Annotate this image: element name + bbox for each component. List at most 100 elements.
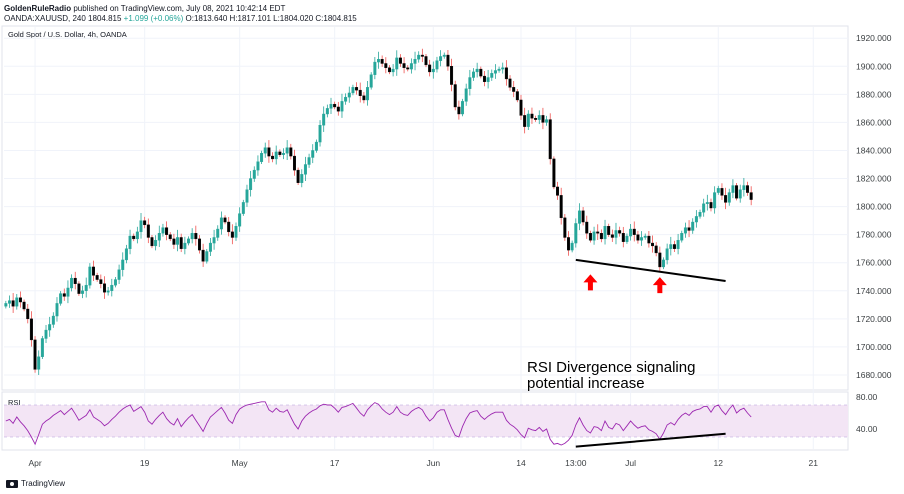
candle-up <box>497 68 501 71</box>
candle-up <box>154 240 158 247</box>
candle-up <box>318 125 322 143</box>
candle-up <box>625 235 629 242</box>
annotation-text-line2: potential increase <box>527 375 645 392</box>
candle-up <box>208 242 212 252</box>
candle-up <box>260 153 264 162</box>
candle-up <box>37 356 41 370</box>
candle-up <box>216 228 220 238</box>
candle-up <box>245 189 249 203</box>
candle-up <box>486 77 490 82</box>
candle-up <box>314 141 318 151</box>
candle-up <box>351 87 355 94</box>
candle-up <box>212 237 216 244</box>
candle-down <box>398 57 402 64</box>
candle-down <box>168 234 172 240</box>
candle-up <box>391 68 395 73</box>
rsi-band <box>4 405 848 437</box>
annotation-text-line1: RSI Divergence signaling <box>527 359 695 376</box>
price-change: +1.099 (+0.06%) <box>123 14 184 23</box>
price-tick-label: 1900.000 <box>856 61 892 71</box>
candle-up <box>249 178 253 190</box>
candle-down <box>618 230 622 234</box>
candle-up <box>329 103 333 109</box>
candle-down <box>289 147 293 157</box>
candle-up <box>311 150 315 158</box>
candle-up <box>439 56 443 61</box>
candle-up <box>662 259 665 268</box>
candle-up <box>285 147 289 154</box>
candle-down <box>77 283 81 294</box>
candle-down <box>450 66 454 85</box>
candle-up <box>340 101 344 112</box>
candles <box>4 48 753 375</box>
rsi-label: RSI <box>8 398 21 407</box>
candle-down <box>636 234 640 241</box>
candle-up <box>577 210 581 224</box>
candle-up <box>669 244 673 249</box>
candle-up <box>570 242 574 251</box>
candle-down <box>22 301 26 310</box>
candle-up <box>468 77 472 89</box>
candle-down <box>508 78 512 88</box>
candle-up <box>234 226 238 238</box>
price-tick-label: 1820.000 <box>856 174 892 184</box>
candle-up <box>135 231 139 240</box>
candle-down <box>172 238 176 245</box>
candle-up <box>344 96 348 102</box>
chart-title: Gold Spot / U.S. Dollar, 4h, OANDA <box>8 30 127 39</box>
up-arrow-icon <box>652 277 667 294</box>
price-tick-label: 1740.000 <box>856 286 892 296</box>
rsi-axis: 40.00 80.00 <box>856 392 878 434</box>
candle-up <box>366 87 370 101</box>
candle-up <box>190 233 194 240</box>
candle-up <box>574 223 578 244</box>
candle-up <box>124 248 128 261</box>
candle-down <box>724 195 728 203</box>
footer: TradingView <box>6 479 65 488</box>
candle-up <box>435 60 439 70</box>
candle-up <box>592 231 596 241</box>
candle-down <box>559 195 563 219</box>
rsi-line <box>5 401 752 446</box>
candle-up <box>614 230 618 238</box>
candle-down <box>446 54 450 67</box>
candle-down <box>296 169 300 183</box>
candle-down <box>278 151 282 155</box>
candle-down <box>607 226 611 235</box>
time-tick-label: 17 <box>330 458 340 468</box>
candle-down <box>402 63 406 68</box>
brand-name: TradingView <box>21 479 66 488</box>
candle-down <box>523 115 527 127</box>
price-tick-label: 1920.000 <box>856 33 892 43</box>
candle-up <box>705 202 709 204</box>
candle-down <box>581 210 585 223</box>
candle-down <box>333 103 337 108</box>
candle-down <box>336 106 340 112</box>
candle-down <box>621 233 625 242</box>
candle-up <box>742 185 746 190</box>
candle-up <box>303 164 307 175</box>
price-tick-label: 1800.000 <box>856 202 892 212</box>
candle-up <box>377 59 380 63</box>
candle-up <box>66 287 70 297</box>
candle-down <box>672 244 676 249</box>
candle-up <box>15 297 19 307</box>
candle-up <box>117 269 121 280</box>
candle-up <box>8 300 11 304</box>
candle-up <box>640 237 644 241</box>
candle-up <box>48 324 52 331</box>
candle-up <box>395 57 399 70</box>
candle-up <box>51 315 55 325</box>
time-tick-label: Jun <box>426 458 440 468</box>
candle-down <box>146 224 150 238</box>
price-tick-label: 1780.000 <box>856 230 892 240</box>
time-tick-label: Apr <box>28 458 41 468</box>
candle-up <box>731 185 735 193</box>
rsi-trendline <box>575 432 726 448</box>
candle-down <box>194 233 198 240</box>
rsi-tick-label: 40.00 <box>856 424 878 434</box>
rsi-indicator <box>4 401 848 446</box>
candle-down <box>227 221 231 233</box>
candle-down <box>230 231 234 238</box>
